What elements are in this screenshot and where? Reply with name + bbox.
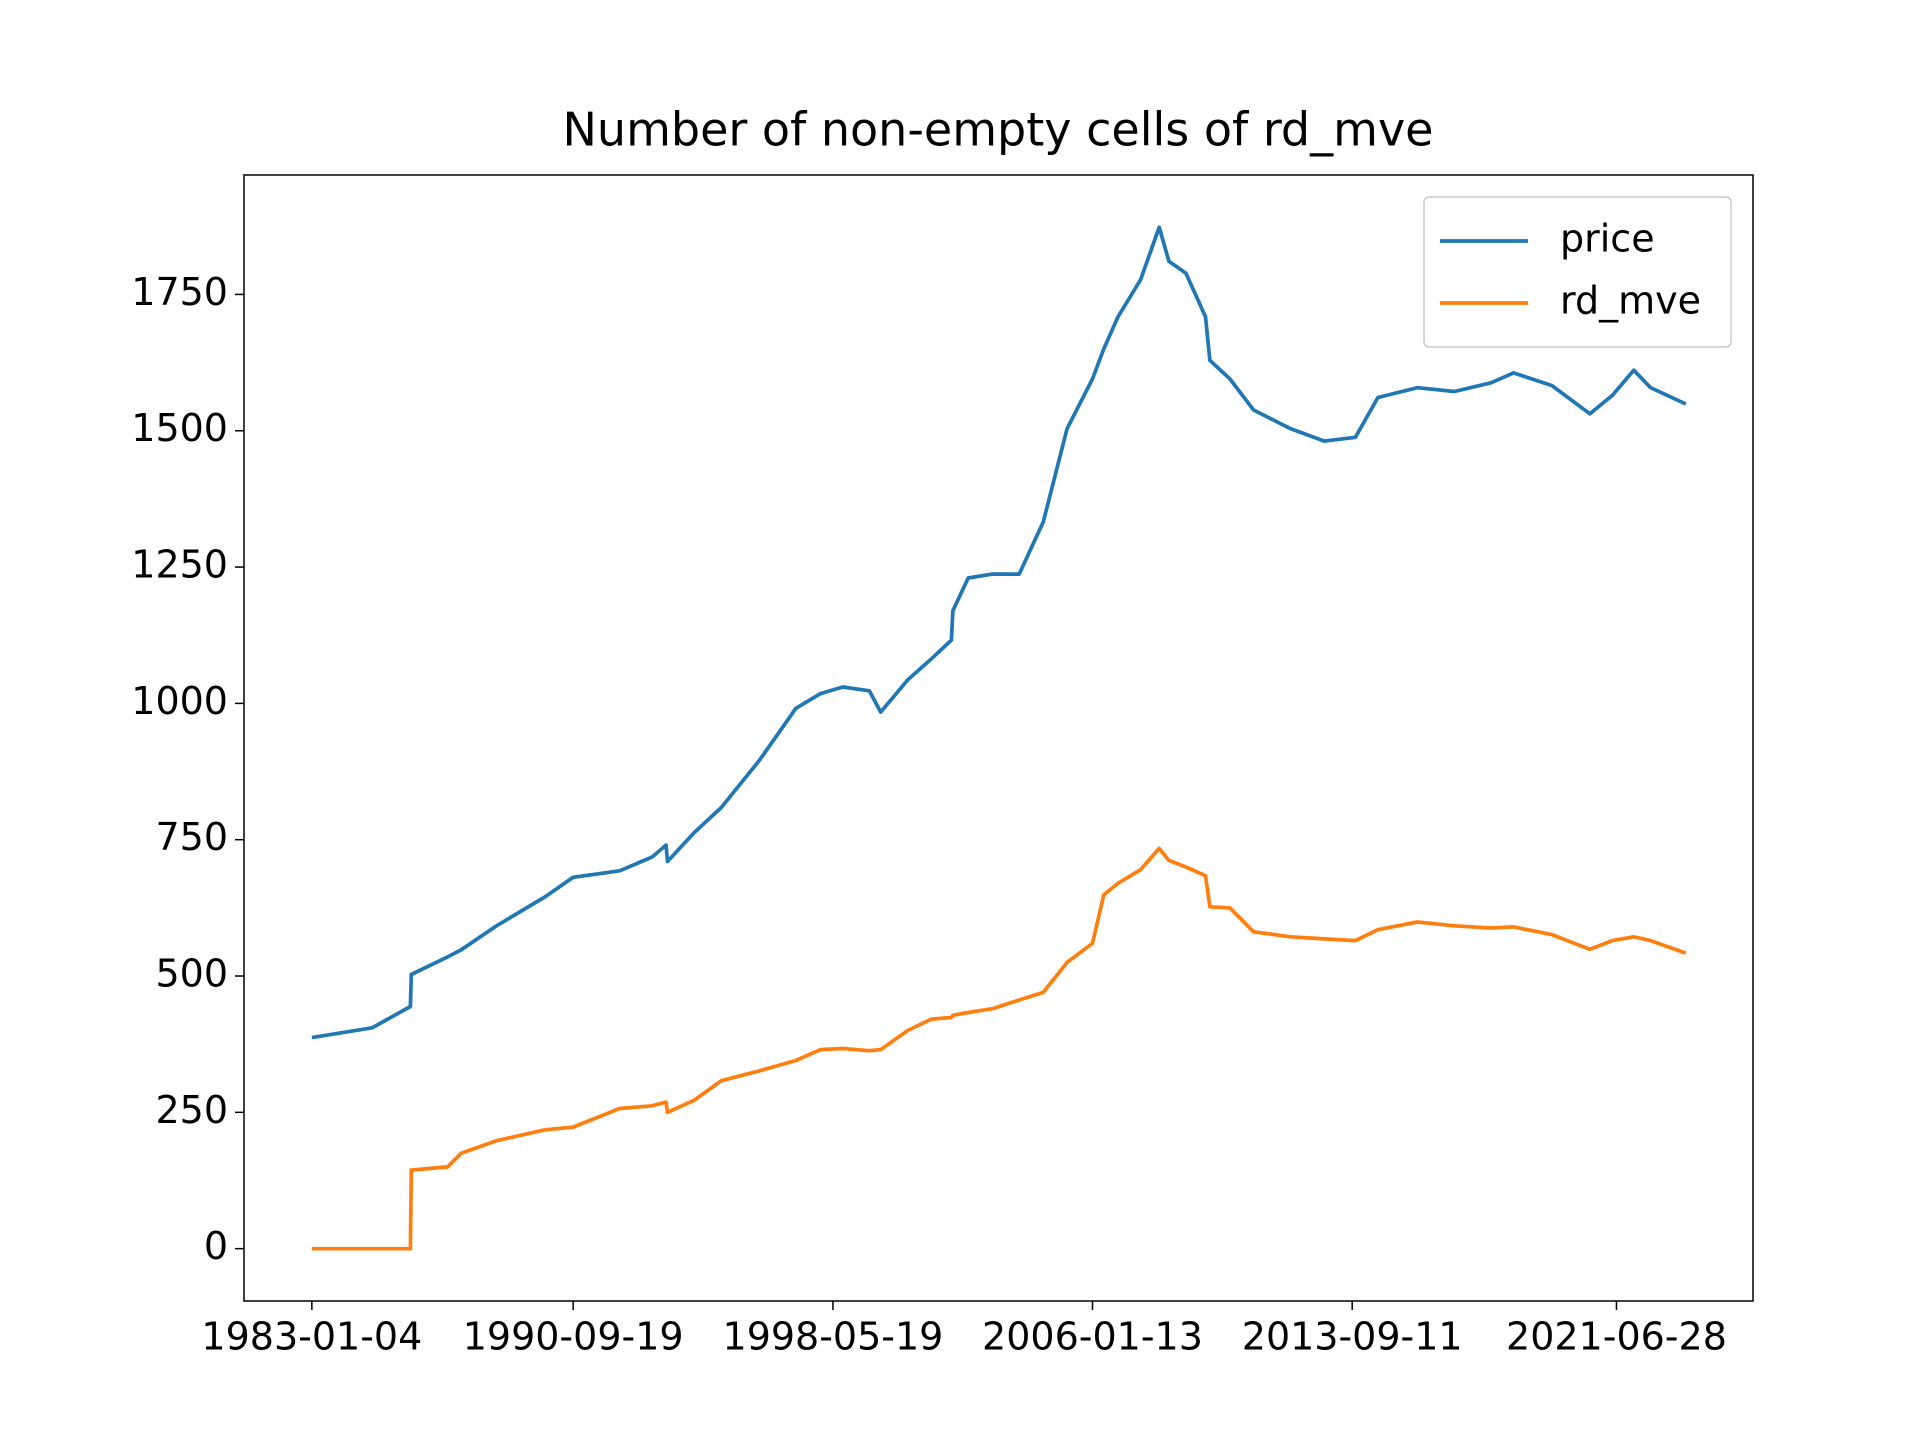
x-tick-label: 1990-09-19 (463, 1315, 684, 1359)
x-tick-label: 2013-09-11 (1242, 1315, 1463, 1359)
y-tick-label: 1500 (131, 406, 228, 450)
plot-frame (243, 174, 1754, 1302)
y-tick-label: 0 (204, 1224, 228, 1268)
x-tick-label: 1983-01-04 (201, 1315, 422, 1359)
y-tick-label: 500 (155, 952, 228, 996)
x-tick-label: 1998-05-19 (723, 1315, 944, 1359)
x-tick-label: 2021-06-28 (1506, 1315, 1727, 1359)
x-tick-label: 2006-01-13 (982, 1315, 1203, 1359)
chart-title: Number of non-empty cells of rd_mve (563, 103, 1434, 157)
y-tick-label: 250 (155, 1088, 228, 1132)
data-line (311, 225, 1687, 1040)
legend-label: rd_mve (1560, 279, 1701, 323)
data-line (311, 846, 1687, 1251)
y-tick-label: 1000 (131, 679, 228, 723)
y-tick-label: 1750 (131, 270, 228, 314)
y-tick-label: 750 (155, 815, 228, 859)
legend-box (1423, 196, 1732, 348)
legend-label: price (1560, 217, 1655, 261)
y-tick-label: 1250 (131, 543, 228, 587)
